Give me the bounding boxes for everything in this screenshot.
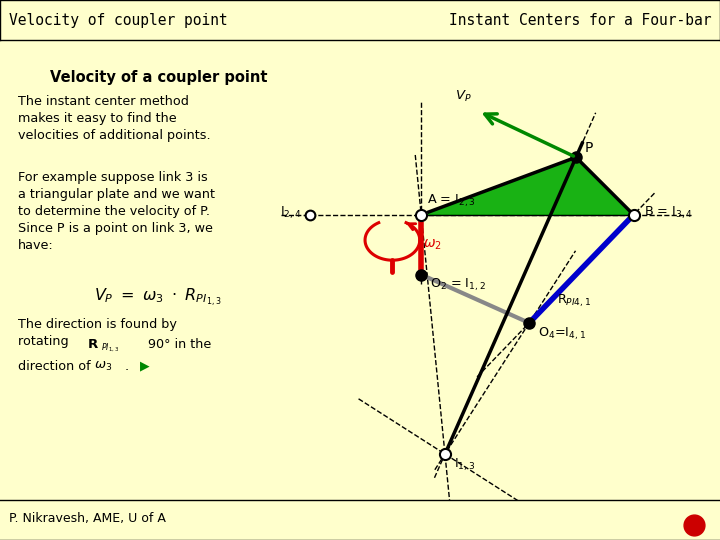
- Text: O$_2$ = I$_{1,2}$: O$_2$ = I$_{1,2}$: [430, 277, 486, 293]
- Text: O$_4$=I$_{4,1}$: O$_4$=I$_{4,1}$: [538, 325, 586, 342]
- Text: $\omega_3$: $\omega_3$: [94, 360, 112, 373]
- Text: Instant Centers for a Four-bar: Instant Centers for a Four-bar: [449, 14, 711, 28]
- Text: A = I$_{2,3}$: A = I$_{2,3}$: [427, 193, 476, 210]
- Text: ▶: ▶: [140, 360, 150, 373]
- Text: $_{PI_{1,3}}$: $_{PI_{1,3}}$: [101, 342, 120, 355]
- Text: Velocity of a coupler point: Velocity of a coupler point: [50, 70, 267, 85]
- Text: R$_{PI4,1}$: R$_{PI4,1}$: [557, 293, 591, 309]
- Text: For example suppose link 3 is
a triangular plate and we want
to determine the ve: For example suppose link 3 is a triangul…: [18, 171, 215, 252]
- Text: I$_{1,3}$: I$_{1,3}$: [454, 456, 474, 472]
- Text: P: P: [585, 141, 593, 155]
- Text: I$_{2,4}$: I$_{2,4}$: [279, 204, 301, 221]
- Text: $V_P\ =\ \omega_3\ \cdot\ R_{PI_{1,3}}$: $V_P\ =\ \omega_3\ \cdot\ R_{PI_{1,3}}$: [94, 286, 221, 308]
- Text: $V_P$: $V_P$: [455, 89, 472, 104]
- Text: 90° in the: 90° in the: [144, 338, 211, 351]
- Text: B = I$_{3,4}$: B = I$_{3,4}$: [644, 204, 693, 221]
- Text: Velocity of coupler point: Velocity of coupler point: [9, 14, 228, 28]
- Text: The instant center method
makes it easy to find the
velocities of additional poi: The instant center method makes it easy …: [18, 95, 211, 142]
- Text: P. Nikravesh, AME, U of A: P. Nikravesh, AME, U of A: [9, 511, 166, 524]
- Text: $\mathbf{R}$: $\mathbf{R}$: [87, 338, 99, 351]
- Text: direction of: direction of: [18, 360, 94, 373]
- Text: The direction is found by
rotating: The direction is found by rotating: [18, 318, 177, 348]
- Polygon shape: [421, 157, 634, 215]
- Text: .: .: [125, 360, 137, 373]
- Text: $\omega_2$: $\omega_2$: [423, 238, 442, 252]
